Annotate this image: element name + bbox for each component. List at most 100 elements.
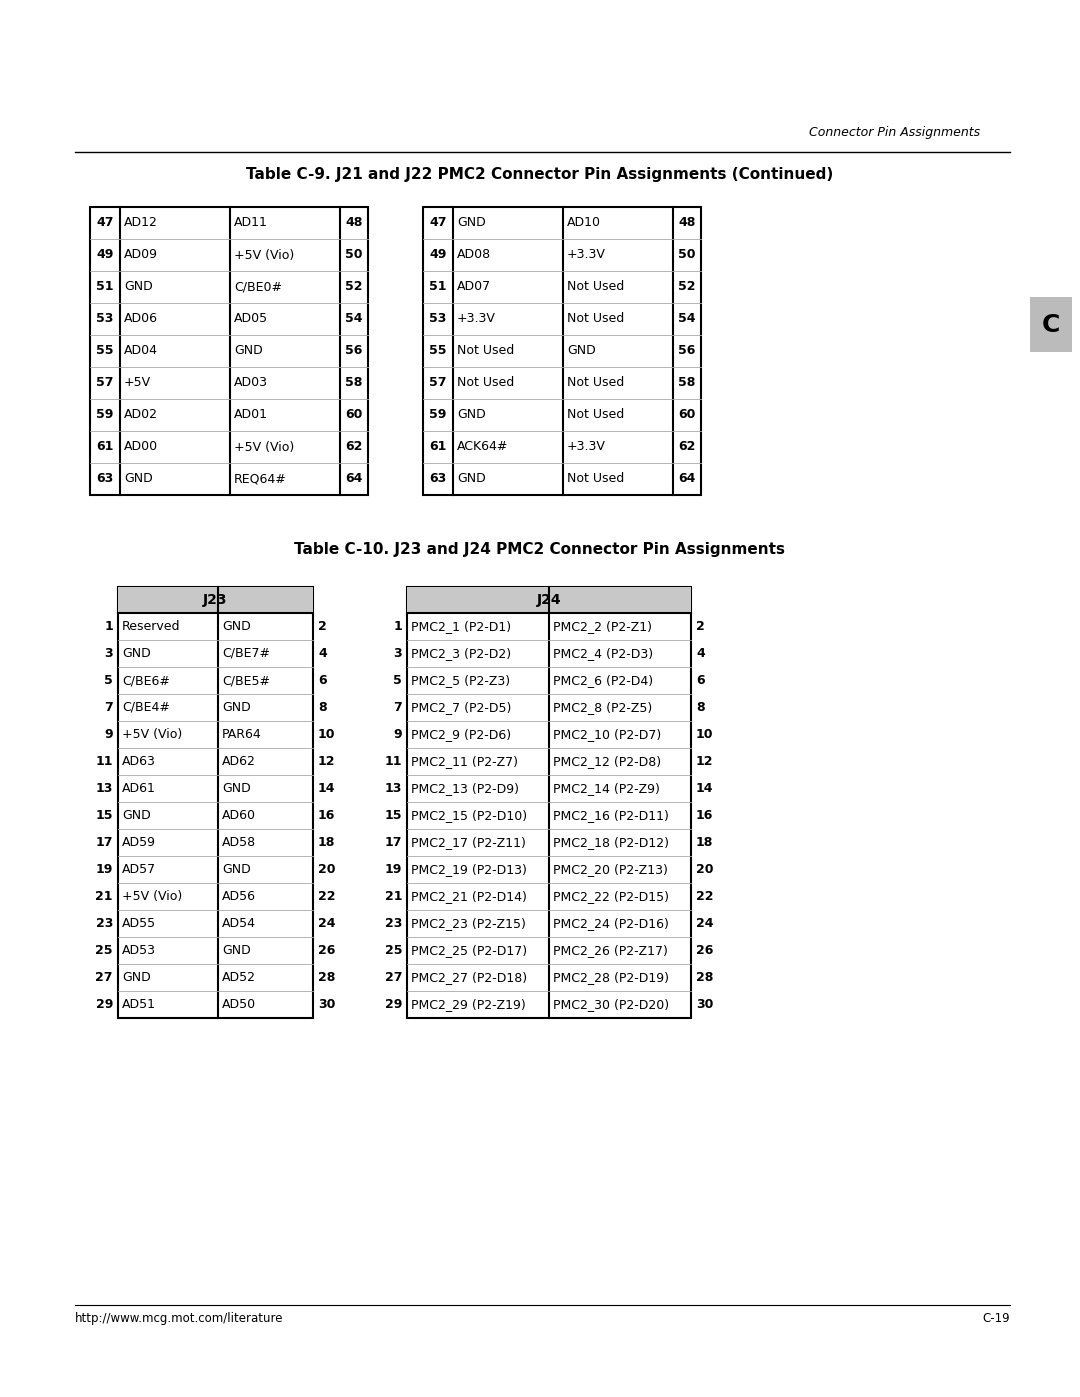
Text: +5V (Vio): +5V (Vio) (122, 728, 183, 740)
Text: J24: J24 (537, 592, 562, 608)
Text: 57: 57 (429, 377, 447, 390)
Text: 50: 50 (678, 249, 696, 261)
Text: Connector Pin Assignments: Connector Pin Assignments (809, 126, 980, 138)
Text: AD09: AD09 (124, 249, 158, 261)
Text: Table C-10. J23 and J24 PMC2 Connector Pin Assignments: Table C-10. J23 and J24 PMC2 Connector P… (295, 542, 785, 557)
Text: PMC2_16 (P2-D11): PMC2_16 (P2-D11) (553, 809, 669, 821)
Text: 21: 21 (95, 890, 113, 902)
Text: AD06: AD06 (124, 313, 158, 326)
Text: 53: 53 (96, 313, 113, 326)
Text: PMC2_29 (P2-Z19): PMC2_29 (P2-Z19) (411, 997, 526, 1011)
Text: 49: 49 (430, 249, 447, 261)
Text: PMC2_13 (P2-D9): PMC2_13 (P2-D9) (411, 782, 519, 795)
Text: 21: 21 (384, 890, 402, 902)
Text: http://www.mcg.mot.com/literature: http://www.mcg.mot.com/literature (75, 1312, 283, 1324)
Text: 58: 58 (346, 377, 363, 390)
Text: PMC2_26 (P2-Z17): PMC2_26 (P2-Z17) (553, 944, 667, 957)
Text: 26: 26 (318, 944, 336, 957)
Text: +5V (Vio): +5V (Vio) (234, 249, 294, 261)
Text: AD51: AD51 (122, 997, 156, 1011)
Text: AD61: AD61 (122, 782, 156, 795)
Text: 28: 28 (318, 971, 336, 983)
Text: 27: 27 (95, 971, 113, 983)
Text: 19: 19 (96, 863, 113, 876)
Text: 48: 48 (346, 217, 363, 229)
Text: AD10: AD10 (567, 217, 600, 229)
Text: 22: 22 (318, 890, 336, 902)
Text: 7: 7 (393, 701, 402, 714)
Text: AD60: AD60 (222, 809, 256, 821)
Text: AD52: AD52 (222, 971, 256, 983)
Text: 57: 57 (96, 377, 113, 390)
Text: AD58: AD58 (222, 835, 256, 849)
Text: 12: 12 (696, 754, 714, 768)
Text: AD04: AD04 (124, 345, 158, 358)
Text: 60: 60 (346, 408, 363, 422)
Text: 14: 14 (696, 782, 714, 795)
Text: GND: GND (457, 408, 486, 422)
Text: 60: 60 (678, 408, 696, 422)
Text: Not Used: Not Used (457, 345, 514, 358)
Text: 64: 64 (346, 472, 363, 486)
Text: +5V (Vio): +5V (Vio) (122, 890, 183, 902)
Text: PMC2_15 (P2-D10): PMC2_15 (P2-D10) (411, 809, 527, 821)
Text: C/BE6#: C/BE6# (122, 673, 170, 687)
Text: 29: 29 (96, 997, 113, 1011)
Text: 2: 2 (696, 620, 705, 633)
Text: GND: GND (222, 701, 251, 714)
Text: 16: 16 (318, 809, 336, 821)
Text: AD07: AD07 (457, 281, 491, 293)
Text: 23: 23 (96, 916, 113, 930)
Text: Table C-9. J21 and J22 PMC2 Connector Pin Assignments (Continued): Table C-9. J21 and J22 PMC2 Connector Pi… (246, 168, 834, 182)
Bar (407, 587, 691, 613)
Text: 8: 8 (696, 701, 704, 714)
Text: PMC2_23 (P2-Z15): PMC2_23 (P2-Z15) (411, 916, 526, 930)
Text: 26: 26 (696, 944, 714, 957)
Text: 11: 11 (384, 754, 402, 768)
Text: AD12: AD12 (124, 217, 158, 229)
Text: 49: 49 (96, 249, 113, 261)
Text: 15: 15 (95, 809, 113, 821)
Text: 55: 55 (96, 345, 113, 358)
Text: AD63: AD63 (122, 754, 156, 768)
Text: PMC2_6 (P2-D4): PMC2_6 (P2-D4) (553, 673, 653, 687)
Text: PMC2_4 (P2-D3): PMC2_4 (P2-D3) (553, 647, 653, 659)
Text: AD57: AD57 (122, 863, 157, 876)
Text: GND: GND (124, 281, 152, 293)
Text: Not Used: Not Used (567, 313, 624, 326)
Bar (118, 587, 313, 613)
Text: 25: 25 (384, 944, 402, 957)
Text: 3: 3 (105, 647, 113, 659)
Text: C: C (1042, 313, 1061, 337)
Text: 27: 27 (384, 971, 402, 983)
Text: GND: GND (122, 971, 151, 983)
Text: 2: 2 (318, 620, 327, 633)
Text: AD59: AD59 (122, 835, 156, 849)
Text: GND: GND (457, 217, 486, 229)
Text: 16: 16 (696, 809, 714, 821)
Text: GND: GND (234, 345, 262, 358)
Text: 56: 56 (678, 345, 696, 358)
Text: GND: GND (457, 472, 486, 486)
Text: PMC2_11 (P2-Z7): PMC2_11 (P2-Z7) (411, 754, 518, 768)
Text: 6: 6 (696, 673, 704, 687)
Text: AD08: AD08 (457, 249, 491, 261)
Text: 1: 1 (393, 620, 402, 633)
Text: 17: 17 (95, 835, 113, 849)
Text: 53: 53 (430, 313, 447, 326)
Text: Not Used: Not Used (567, 472, 624, 486)
Bar (90, 207, 368, 495)
Text: 11: 11 (95, 754, 113, 768)
Text: GND: GND (222, 944, 251, 957)
Text: 18: 18 (696, 835, 714, 849)
Text: PMC2_14 (P2-Z9): PMC2_14 (P2-Z9) (553, 782, 660, 795)
Text: PAR64: PAR64 (222, 728, 261, 740)
Text: GND: GND (122, 647, 151, 659)
Text: 7: 7 (105, 701, 113, 714)
Text: 61: 61 (96, 440, 113, 454)
Text: PMC2_12 (P2-D8): PMC2_12 (P2-D8) (553, 754, 661, 768)
Text: 55: 55 (429, 345, 447, 358)
Text: 59: 59 (430, 408, 447, 422)
Text: 6: 6 (318, 673, 326, 687)
Text: AD05: AD05 (234, 313, 268, 326)
